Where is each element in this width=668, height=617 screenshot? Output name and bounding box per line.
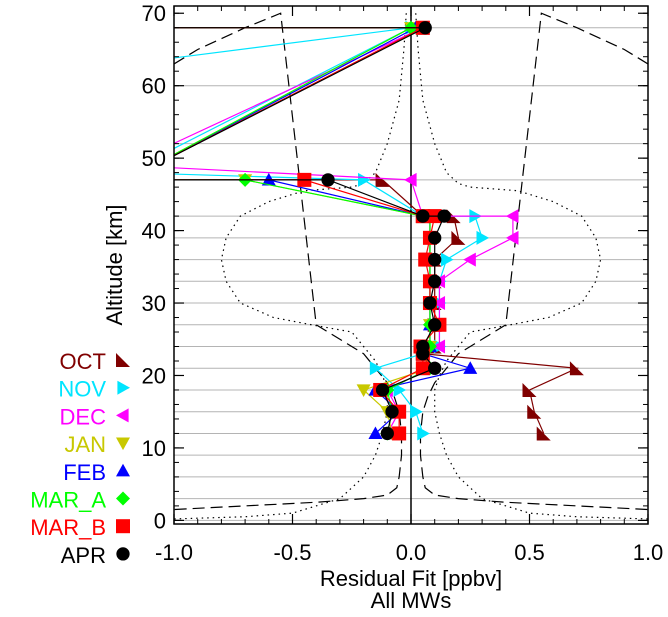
legend-label: NOV [58, 377, 106, 402]
data-point [392, 426, 407, 441]
data-point [368, 426, 383, 440]
y-tick-label: 60 [142, 74, 166, 99]
data-point [261, 172, 276, 186]
data-point [393, 382, 407, 397]
series-line [174, 27, 431, 434]
legend-label: DEC [60, 404, 107, 429]
y-tick-label: 10 [142, 436, 166, 461]
legend-marker [116, 437, 130, 451]
series-apr [174, 21, 451, 441]
grid-lines [174, 6, 648, 524]
data-point [380, 426, 394, 441]
data-point [428, 274, 442, 288]
reference-curve-dotted [415, 13, 648, 520]
legend-label: MAR_B [30, 515, 106, 540]
data-point [505, 230, 519, 245]
data-point [476, 230, 490, 245]
data-point [569, 361, 584, 376]
data-point [416, 209, 430, 223]
y-tick-label: 0 [154, 508, 166, 533]
legend-item-nov: NOV [58, 377, 130, 402]
data-point [428, 252, 442, 267]
legend-item-oct: OCT [60, 349, 130, 374]
legend-marker [116, 491, 130, 506]
legend-marker [117, 380, 130, 395]
data-point [505, 209, 519, 224]
data-point [536, 426, 551, 441]
x-axis-sublabel: All MWs [371, 588, 452, 613]
legend-marker [116, 408, 129, 423]
legend-marker [116, 547, 130, 561]
data-point [375, 383, 390, 397]
data-point [463, 361, 478, 374]
data-point [432, 296, 446, 311]
data-point [423, 296, 437, 310]
reference-curve-dotted [174, 13, 407, 520]
x-tick-label: 0.5 [514, 540, 545, 565]
data-point [463, 252, 476, 267]
data-point [358, 172, 371, 187]
legend-item-jan: JAN [64, 432, 130, 457]
legend-label: OCT [60, 349, 106, 374]
series-line [174, 27, 580, 434]
legend-item-mar_b: MAR_B [30, 515, 130, 540]
data-point [428, 318, 442, 332]
data-point [522, 382, 537, 397]
x-tick-label: 1.0 [633, 540, 664, 565]
data-point [418, 252, 433, 267]
legend-label: FEB [63, 460, 106, 485]
data-point [356, 384, 371, 397]
y-tick-label: 50 [142, 146, 166, 171]
data-point [385, 405, 399, 419]
y-tick-label: 70 [142, 1, 166, 26]
legend-marker [116, 353, 130, 367]
series-jan [174, 22, 437, 441]
data-point [416, 347, 430, 361]
x-tick-label: -1.0 [155, 540, 193, 565]
series-line [174, 27, 514, 434]
legend-label: APR [61, 543, 106, 568]
y-tick-label: 30 [142, 291, 166, 316]
data-point [417, 426, 430, 441]
reference-curves [174, 12, 648, 520]
x-tick-label: -0.5 [274, 540, 312, 565]
legend-item-feb: FEB [63, 460, 130, 485]
data-point [527, 404, 542, 419]
data-point [375, 172, 390, 187]
legend-item-mar_a: MAR_A [30, 488, 130, 513]
x-tick-label: 0.0 [396, 540, 427, 565]
legend-marker [116, 463, 130, 477]
y-axis-label: Altitude [km] [102, 204, 127, 325]
data-point [404, 172, 417, 187]
data-point [432, 339, 446, 354]
data-point [428, 361, 442, 375]
legend-label: JAN [64, 432, 106, 457]
data-point [369, 361, 383, 376]
legend-label: MAR_A [30, 488, 106, 513]
x-axis-label: Residual Fit [ppbv] [320, 566, 502, 591]
data-point [321, 173, 335, 187]
reference-curve-dashed [174, 12, 403, 511]
series-mar_a [174, 20, 437, 441]
data-point [410, 404, 423, 419]
legend-item-apr: APR [61, 543, 130, 568]
data-point [437, 209, 451, 223]
data-point [418, 21, 432, 35]
reference-curve-dashed [419, 12, 648, 511]
y-tick-label: 40 [142, 219, 166, 244]
data-series [174, 20, 584, 441]
axis-ticks: -1.0 -0.5 0.0 0.5 1.0 0 10 20 30 40 50 60 70 [142, 1, 664, 565]
data-point [428, 231, 442, 245]
y-tick-label: 20 [142, 363, 166, 388]
series-dec [174, 20, 519, 441]
series-oct [174, 20, 584, 441]
legend-marker [116, 519, 130, 534]
legend-item-dec: DEC [60, 404, 129, 429]
data-point [440, 252, 454, 267]
data-point [451, 230, 466, 245]
series-line [174, 27, 431, 434]
